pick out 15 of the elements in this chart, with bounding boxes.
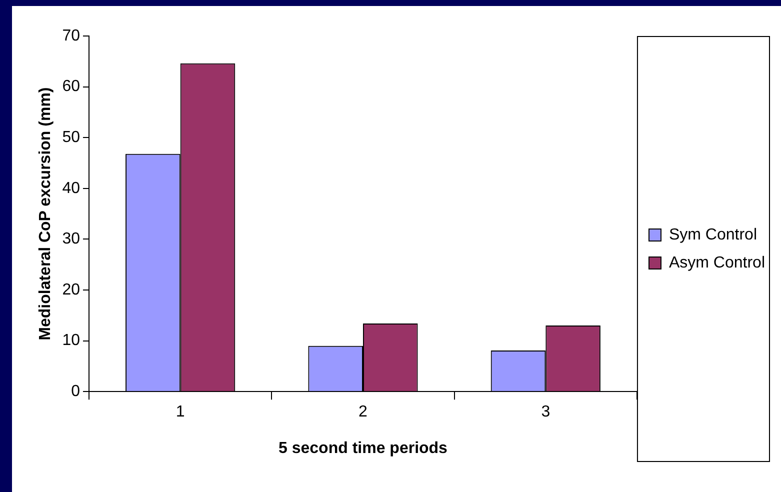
y-tick-label: 50 xyxy=(62,129,80,146)
x-tick-label: 2 xyxy=(358,404,368,421)
y-tick-label: 40 xyxy=(62,180,80,197)
x-axis-title: 5 second time periods xyxy=(278,440,448,457)
x-tick-label: 3 xyxy=(541,404,550,421)
y-tick-label: 70 xyxy=(62,27,80,44)
legend-label: Asym Control xyxy=(668,254,766,272)
y-axis-title: Mediolateral CoP excursion (mm) xyxy=(37,87,54,340)
y-tick-label: 20 xyxy=(62,281,80,298)
y-tick-label: 30 xyxy=(62,230,80,248)
y-tick-label: 10 xyxy=(62,332,80,350)
legend-label: Sym Control xyxy=(668,226,758,244)
y-tick-label: 60 xyxy=(62,78,80,96)
y-tick-label: 0 xyxy=(71,383,80,400)
x-tick-label: 1 xyxy=(176,404,185,421)
